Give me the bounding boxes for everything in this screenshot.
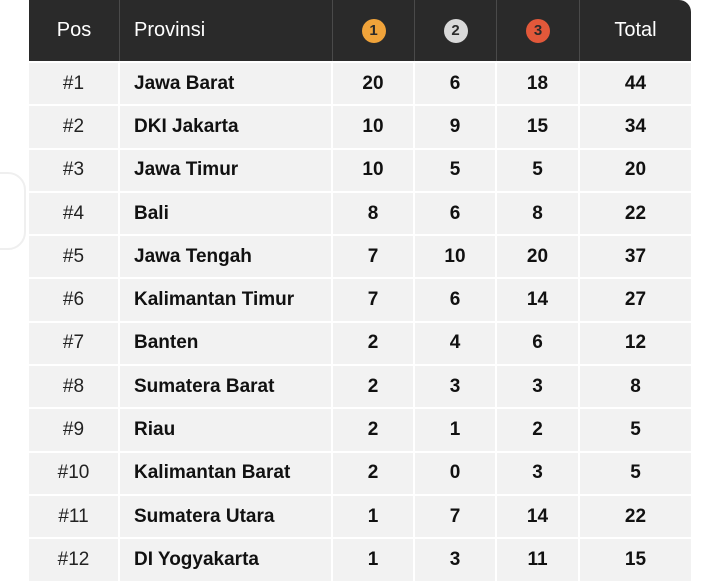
- row-silver: 3: [415, 539, 497, 581]
- row-silver: 1: [415, 409, 497, 451]
- row-total: 8: [630, 375, 641, 397]
- row-total: 22: [624, 505, 647, 527]
- row-pos: #6: [29, 279, 120, 321]
- header-silver[interactable]: 2: [415, 0, 497, 61]
- row-provinsi: DKI Jakarta: [120, 106, 333, 148]
- table-header: Pos Provinsi 1 2 3 Total: [29, 0, 691, 61]
- row-silver: 3: [415, 366, 497, 408]
- row-gold: 2: [333, 409, 415, 451]
- row-provinsi: Jawa Timur: [120, 149, 333, 191]
- row-provinsi: Jawa Tengah: [120, 236, 333, 278]
- table-body: #1 Jawa Barat 20 6 18 44 #2 DKI Jakarta 10 9 15 34 #…: [29, 61, 691, 581]
- row-pos: #1: [29, 63, 120, 105]
- row-bronze: 3: [497, 366, 580, 408]
- row-total: 5: [630, 462, 641, 484]
- row-pos: #11: [29, 495, 120, 538]
- row-silver: 6: [415, 192, 497, 235]
- row-bronze: 11: [497, 539, 580, 581]
- row-total: 37: [624, 245, 647, 267]
- row-gold: 8: [333, 192, 415, 235]
- row-total: 5: [630, 419, 641, 441]
- row-gold: 7: [333, 279, 415, 321]
- row-silver: 5: [415, 149, 497, 191]
- table-row[interactable]: #1 Jawa Barat 20 6 18 44: [29, 61, 691, 105]
- row-gold: 1: [333, 495, 415, 538]
- row-total: 22: [624, 202, 647, 224]
- row-gold: 7: [333, 236, 415, 278]
- row-bronze: 5: [497, 149, 580, 191]
- row-silver: 4: [415, 322, 497, 365]
- row-silver: 0: [415, 452, 497, 494]
- table-row[interactable]: #3 Jawa Timur 10 5 5 20: [29, 147, 691, 191]
- gold-medal-icon: 1: [361, 18, 386, 43]
- row-provinsi: Kalimantan Barat: [120, 452, 333, 494]
- row-gold: 2: [333, 366, 415, 408]
- row-silver: 9: [415, 106, 497, 148]
- table-row[interactable]: #2 DKI Jakarta 10 9 15 34: [29, 104, 691, 148]
- row-bronze: 6: [497, 322, 580, 365]
- row-bronze: 20: [497, 236, 580, 278]
- row-provinsi: DI Yogyakarta: [120, 539, 333, 581]
- row-bronze: 3: [497, 452, 580, 494]
- row-total: 20: [624, 159, 647, 181]
- row-total: 12: [624, 332, 647, 354]
- header-total[interactable]: Total: [614, 19, 657, 41]
- row-provinsi: Sumatera Barat: [120, 366, 333, 408]
- table-row[interactable]: #11 Sumatera Utara 1 7 14 22: [29, 493, 691, 538]
- row-silver: 6: [415, 279, 497, 321]
- row-bronze: 14: [497, 495, 580, 538]
- row-silver: 10: [415, 236, 497, 278]
- row-total: 27: [624, 289, 647, 311]
- row-pos: #2: [29, 106, 120, 148]
- table-row[interactable]: #5 Jawa Tengah 7 10 20 37: [29, 234, 691, 278]
- row-total: 44: [624, 72, 647, 94]
- bronze-medal-icon: 3: [526, 18, 550, 43]
- row-gold: 2: [333, 322, 415, 365]
- row-pos: #10: [29, 452, 120, 494]
- row-provinsi: Riau: [120, 409, 333, 451]
- row-total: 34: [624, 115, 647, 137]
- row-total: 15: [624, 548, 647, 570]
- background-card-edge: [0, 172, 26, 250]
- row-provinsi: Kalimantan Timur: [120, 279, 333, 321]
- table-row[interactable]: #4 Bali 8 6 8 22: [29, 190, 691, 235]
- row-bronze: 2: [497, 409, 580, 451]
- row-pos: #12: [29, 539, 120, 581]
- row-provinsi: Bali: [120, 192, 333, 235]
- row-bronze: 14: [497, 279, 580, 321]
- table-row[interactable]: #9 Riau 2 1 2 5: [29, 407, 691, 451]
- row-gold: 10: [333, 106, 415, 148]
- silver-medal-icon: 2: [443, 18, 468, 43]
- row-pos: #7: [29, 322, 120, 365]
- row-pos: #5: [29, 236, 120, 278]
- row-silver: 6: [415, 63, 497, 105]
- row-provinsi: Jawa Barat: [120, 63, 333, 105]
- medal-table: Pos Provinsi 1 2 3 Total #1 Jawa Barat 20 6…: [29, 0, 691, 581]
- row-bronze: 15: [497, 106, 580, 148]
- row-pos: #9: [29, 409, 120, 451]
- table-row[interactable]: #10 Kalimantan Barat 2 0 3 5: [29, 450, 691, 494]
- row-bronze: 18: [497, 63, 580, 105]
- row-gold: 10: [333, 149, 415, 191]
- row-gold: 20: [333, 63, 415, 105]
- row-gold: 1: [333, 539, 415, 581]
- row-provinsi: Banten: [120, 322, 333, 365]
- row-silver: 7: [415, 495, 497, 538]
- table-row[interactable]: #7 Banten 2 4 6 12: [29, 320, 691, 365]
- header-gold[interactable]: 1: [333, 0, 415, 61]
- row-gold: 2: [333, 452, 415, 494]
- table-row[interactable]: #12 DI Yogyakarta 1 3 11 15: [29, 537, 691, 581]
- row-pos: #3: [29, 149, 120, 191]
- header-bronze[interactable]: 3: [497, 0, 580, 61]
- table-row[interactable]: #6 Kalimantan Timur 7 6 14 27: [29, 277, 691, 321]
- row-bronze: 8: [497, 192, 580, 235]
- row-pos: #4: [29, 192, 120, 235]
- row-pos: #8: [29, 366, 120, 408]
- header-provinsi[interactable]: Provinsi: [120, 0, 333, 61]
- row-provinsi: Sumatera Utara: [120, 495, 333, 538]
- header-pos[interactable]: Pos: [29, 0, 120, 61]
- table-row[interactable]: #8 Sumatera Barat 2 3 3 8: [29, 364, 691, 408]
